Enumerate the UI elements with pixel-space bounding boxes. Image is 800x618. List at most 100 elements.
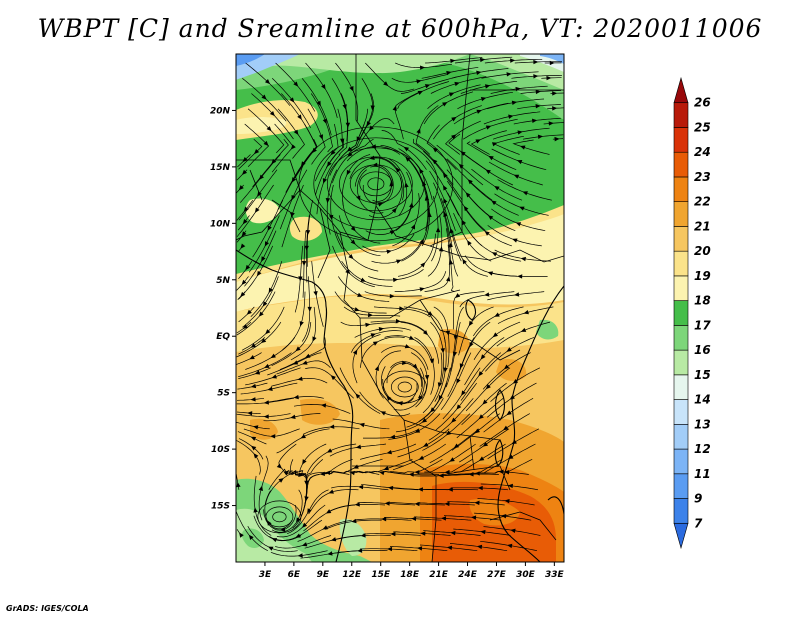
stream-arrow [414, 501, 420, 507]
lat-tick-label: 20N [210, 106, 231, 116]
stream-arrow [330, 149, 336, 156]
stream-arrow [491, 200, 497, 206]
stream-arrow [304, 496, 309, 502]
stream-arrow [261, 256, 266, 262]
stream-arrow [420, 65, 426, 70]
stream-arrow [307, 508, 312, 514]
stream-arrow [420, 262, 426, 268]
stream-arrow [516, 160, 523, 165]
stream-arrow [423, 442, 429, 447]
stream-arrow [424, 84, 431, 89]
stream-arrow [447, 487, 453, 492]
stream-arrow [263, 400, 270, 405]
stream-arrow [395, 318, 401, 324]
stream-arrow [512, 378, 519, 384]
stream-arrow [246, 309, 252, 315]
colorbar-segment [673, 349, 689, 376]
stream-arrow [383, 81, 389, 87]
stream-arrow [479, 57, 486, 63]
stream-arrow [243, 206, 249, 212]
stream-arrow [340, 138, 345, 144]
stream-arrow [517, 130, 523, 135]
stream-arrow [474, 500, 480, 506]
stream-arrow [401, 360, 408, 365]
stream-arrow [456, 404, 462, 410]
stream-arrow [381, 516, 387, 522]
lon-tick-label: 6E [288, 570, 301, 580]
lon-tick-label: 30E [516, 570, 536, 580]
streamline [238, 306, 255, 323]
stream-arrow [330, 537, 337, 542]
lon-tick-label: 9E [317, 570, 330, 580]
stream-arrow [370, 144, 377, 149]
lon-tick-label: 33E [545, 570, 565, 580]
stream-arrow [450, 58, 456, 64]
lat-tick-label: 15N [210, 163, 231, 173]
stream-arrow [554, 136, 560, 142]
stream-arrow [438, 246, 444, 252]
stream-arrow [387, 546, 393, 552]
stream-arrow [503, 364, 510, 370]
stream-arrow [372, 162, 378, 167]
colorbar-segment [673, 498, 689, 524]
stream-arrow [262, 301, 268, 307]
stream-arrow [533, 74, 539, 79]
lon-tick-label: 27E [487, 570, 507, 580]
streamline [236, 397, 265, 401]
stream-arrow [416, 79, 422, 84]
stream-arrow [491, 252, 498, 257]
colorbar-label: 18 [694, 294, 711, 308]
colorbar-segment [673, 250, 689, 277]
stream-arrow [242, 156, 248, 162]
stream-arrow [487, 271, 494, 276]
map-frame [235, 53, 565, 563]
colorbar-segment [673, 275, 689, 301]
stream-arrow [347, 151, 353, 157]
stream-arrow [484, 230, 490, 236]
stream-arrow [271, 158, 277, 165]
stream-arrow [345, 122, 351, 128]
map-title: WBPT [C] and Sreamline at 600hPa, VT: 20… [37, 14, 763, 43]
stream-arrow [443, 211, 448, 218]
colorbar-segment [673, 325, 689, 351]
stream-arrow [508, 114, 514, 119]
stream-arrow [482, 399, 488, 405]
stream-arrow [358, 484, 364, 490]
stream-arrow [280, 527, 286, 532]
stream-arrow [292, 360, 299, 365]
stream-arrow [535, 103, 541, 109]
stream-arrow [448, 92, 455, 97]
stream-arrow [300, 434, 306, 439]
stream-arrow [370, 105, 375, 111]
southwest-eddy [265, 506, 294, 528]
stream-arrow [257, 270, 262, 277]
stream-arrow [360, 277, 366, 282]
stream-arrow [245, 264, 251, 271]
stream-arrow [263, 140, 269, 146]
stream-arrow [356, 195, 361, 201]
stream-arrow [261, 94, 267, 100]
stream-arrow [318, 134, 324, 140]
streamline [236, 474, 240, 490]
lat-tick-label: 15S [211, 502, 230, 512]
stream-arrow [506, 347, 512, 352]
stream-arrow [290, 211, 295, 218]
streamline [520, 90, 562, 94]
stream-arrow [250, 436, 257, 441]
stream-arrow [523, 310, 529, 315]
stream-arrow [458, 163, 464, 169]
stream-arrow [350, 226, 356, 232]
stream-arrow [242, 324, 248, 329]
streamline [236, 352, 262, 365]
streamline-arrows [236, 57, 560, 558]
stream-arrow [239, 532, 244, 538]
stream-arrow [384, 501, 390, 506]
stream-arrow [410, 224, 416, 230]
stream-arrow [354, 307, 360, 312]
stream-arrow [328, 489, 334, 494]
stream-arrow [422, 330, 428, 336]
stream-arrow [492, 332, 498, 338]
stream-arrow [404, 344, 411, 349]
grads-credit: GrADS: IGES/COLA [6, 604, 89, 613]
stream-arrow [418, 395, 424, 401]
